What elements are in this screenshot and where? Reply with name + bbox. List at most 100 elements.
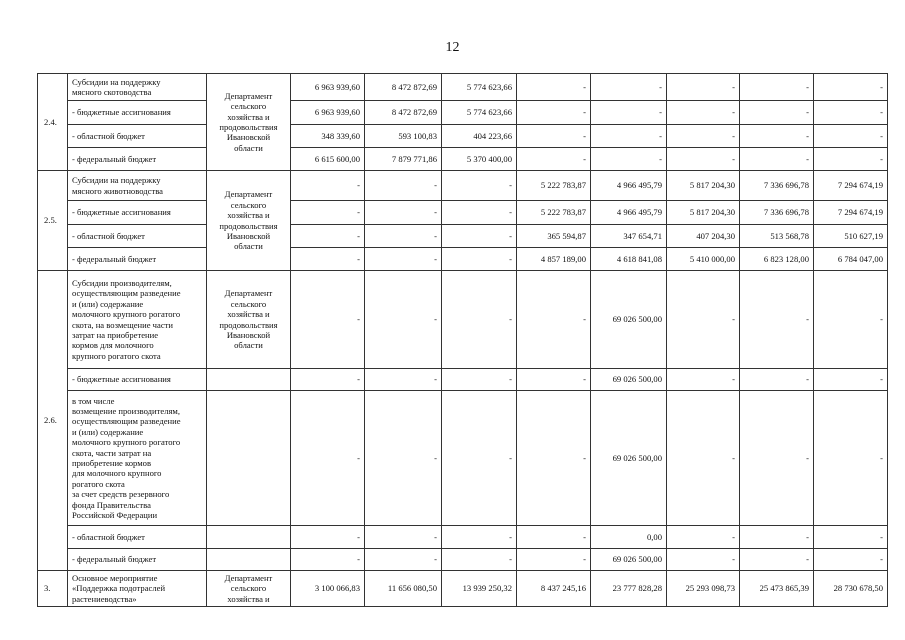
amount-cell: 510 627,19 [813, 224, 888, 248]
amount-cell: - [290, 390, 365, 526]
amount-cell: 69 026 500,00 [590, 390, 667, 526]
amount-cell: - [516, 270, 591, 369]
row-label: - областной бюджет [67, 224, 207, 248]
amount-cell: - [666, 390, 740, 526]
table-row: 2.5. Субсидии на поддержку мясного животн… [37, 170, 888, 271]
amount-cell: - [516, 100, 591, 125]
table-row: - областной бюджет 348 339,60 593 100,83 40… [38, 124, 888, 148]
row-label: - бюджетные ассигнования [67, 200, 207, 225]
amount-cell: - [739, 548, 814, 571]
amount-cell: - [666, 73, 740, 101]
amount-cell: 8 472 872,69 [364, 73, 442, 101]
amount-cell: 7 879 771,86 [364, 147, 442, 171]
department: Департамент сельского хозяйства и [206, 570, 291, 607]
amount-cell: - [516, 525, 591, 549]
row-label: Субсидии на поддержку мясного животновод… [67, 170, 207, 201]
budget-table: 2.4. Субсидии на поддержку мясного скотов… [37, 73, 888, 607]
amount-cell: - [813, 368, 888, 391]
amount-cell: 25 293 098,73 [666, 570, 740, 607]
amount-cell: 365 594,87 [516, 224, 591, 248]
amount-cell: - [441, 200, 517, 225]
empty-cell [206, 525, 291, 549]
amount-cell: - [590, 147, 667, 171]
amount-cell: - [441, 525, 517, 549]
amount-cell: - [441, 368, 517, 391]
amount-cell: - [739, 100, 814, 125]
item-number: 2.4. [37, 73, 68, 171]
row-label: Субсидии на поддержку мясного скотоводст… [67, 73, 207, 101]
amount-cell: - [666, 124, 740, 148]
amount-cell: 25 473 865,39 [739, 570, 814, 607]
amount-cell: - [516, 124, 591, 148]
amount-cell: 69 026 500,00 [590, 270, 667, 369]
amount-cell: - [290, 200, 365, 225]
amount-cell: - [516, 147, 591, 171]
amount-cell: - [813, 548, 888, 571]
amount-cell: - [813, 124, 888, 148]
amount-cell: - [441, 224, 517, 248]
amount-cell: 6 963 939,60 [290, 100, 365, 125]
amount-cell: - [290, 525, 365, 549]
amount-cell: 4 966 495,79 [590, 170, 667, 201]
row-label: - бюджетные ассигнования [67, 368, 207, 391]
amount-cell: - [364, 247, 442, 271]
item-number: 2.5. [37, 170, 68, 271]
amount-cell: - [813, 73, 888, 101]
amount-cell: 593 100,83 [364, 124, 442, 148]
amount-cell: 7 294 674,19 [813, 200, 888, 225]
table-row: - областной бюджет - - - -0,00- - - [38, 525, 888, 549]
row-label: Субсидии производителям, осуществляющим … [67, 270, 207, 369]
table-row: - федеральный бюджет - - - -69 026 500,00- - - [38, 548, 888, 571]
amount-cell: - [364, 224, 442, 248]
amount-cell: - [290, 270, 365, 369]
amount-cell: - [516, 368, 591, 391]
amount-cell: - [739, 390, 814, 526]
amount-cell: - [813, 270, 888, 369]
table-row: - бюджетные ассигнования - - - -69 026 500,0… [38, 368, 888, 391]
amount-cell: - [590, 124, 667, 148]
table-row: - федеральный бюджет 6 615 600,00 7 879 77… [38, 147, 888, 171]
amount-cell: 5 774 623,66 [441, 73, 517, 101]
amount-cell: - [364, 200, 442, 225]
amount-cell: 513 568,78 [739, 224, 814, 248]
amount-cell: - [364, 170, 442, 201]
row-label: - федеральный бюджет [67, 247, 207, 271]
amount-cell: 4 618 841,08 [590, 247, 667, 271]
row-label: в том числе возмещение производителям, о… [67, 390, 207, 526]
amount-cell: - [666, 525, 740, 549]
table-row: - областной бюджет - - -365 594,87 347 654,7… [38, 224, 888, 248]
amount-cell: 5 774 623,66 [441, 100, 517, 125]
table-row: 3. Основное мероприятие «Поддержка подотр… [37, 570, 888, 607]
item-number: 2.6. [37, 270, 68, 571]
amount-cell: 69 026 500,00 [590, 548, 667, 571]
empty-cell [206, 390, 291, 526]
amount-cell: 7 336 696,78 [739, 170, 814, 201]
amount-cell: 5 222 783,87 [516, 170, 591, 201]
amount-cell: - [364, 270, 442, 369]
amount-cell: - [441, 390, 517, 526]
item-number: 3. [37, 570, 68, 607]
amount-cell: 348 339,60 [290, 124, 365, 148]
amount-cell: 23 777 828,28 [590, 570, 667, 607]
empty-cell [206, 368, 291, 391]
amount-cell: 0,00 [590, 525, 667, 549]
amount-cell: 4 857 189,00 [516, 247, 591, 271]
amount-cell: - [739, 124, 814, 148]
amount-cell: 13 939 250,32 [441, 570, 517, 607]
amount-cell: - [590, 73, 667, 101]
table-row: - бюджетные ассигнования - - -5 222 783,87 4… [38, 200, 888, 225]
amount-cell: - [590, 100, 667, 125]
amount-cell: 5 370 400,00 [441, 147, 517, 171]
amount-cell: - [739, 525, 814, 549]
amount-cell: 5 410 000,00 [666, 247, 740, 271]
row-label: - федеральный бюджет [67, 548, 207, 571]
amount-cell: - [813, 100, 888, 125]
amount-cell: - [666, 368, 740, 391]
amount-cell: 407 204,30 [666, 224, 740, 248]
amount-cell: 6 823 128,00 [739, 247, 814, 271]
amount-cell: - [739, 270, 814, 369]
department: Департамент сельского хозяйства и продов… [206, 270, 291, 369]
table-row: 2.6. Субсидии производителям, осуществляю… [37, 270, 888, 571]
amount-cell: - [441, 548, 517, 571]
amount-cell: 404 223,66 [441, 124, 517, 148]
